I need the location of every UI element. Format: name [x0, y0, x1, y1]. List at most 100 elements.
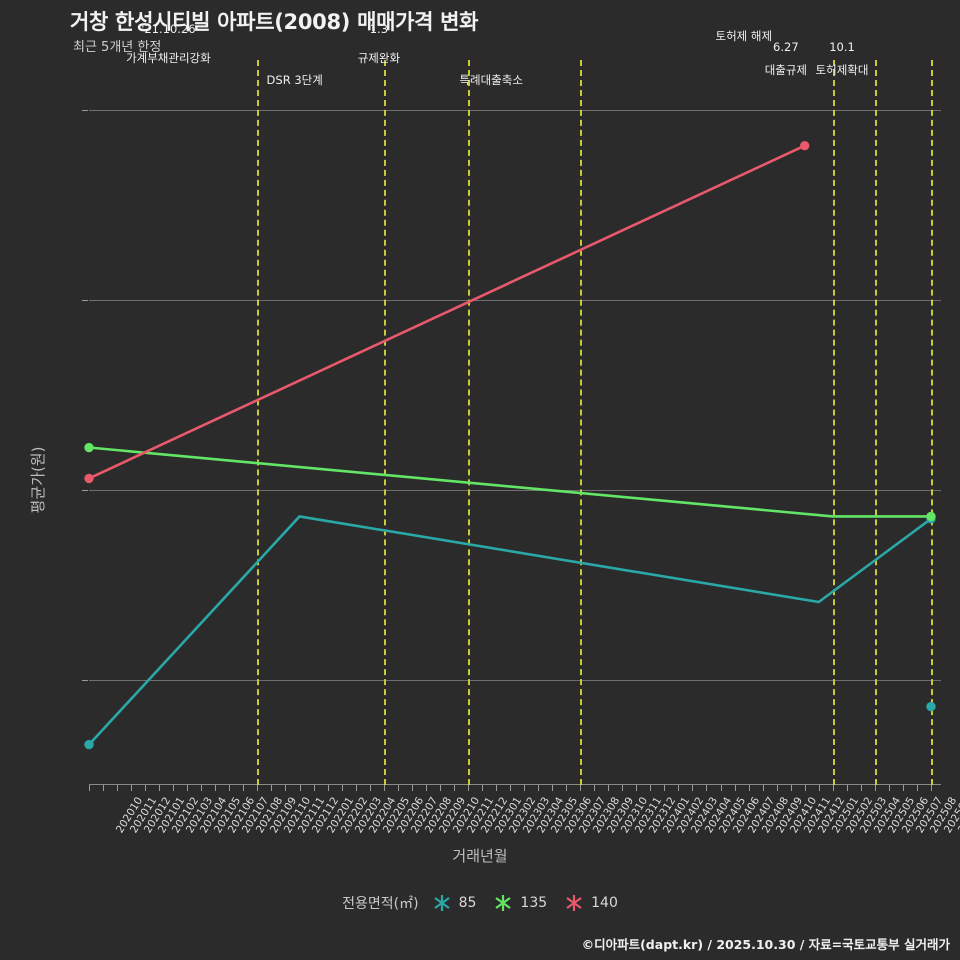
y-gridline — [89, 490, 941, 492]
page-title: 거창 한성시티빌 아파트(2008) 매매가격 변화 — [70, 10, 479, 34]
legend-marker-icon — [566, 895, 582, 911]
y-tick-mark — [82, 680, 88, 682]
x-tick-mark — [117, 785, 119, 791]
data-point-135[interactable] — [926, 511, 936, 522]
event-date-label: 6.27 — [773, 40, 799, 54]
event-name-label: 토허제확대 — [815, 63, 869, 77]
y-tick-mark — [82, 300, 88, 302]
event-marker-line — [580, 60, 583, 785]
x-tick-mark — [383, 785, 385, 791]
page-subtitle: 최근 5개년 한정 — [73, 40, 162, 55]
x-tick-mark — [341, 785, 343, 791]
x-tick-mark — [397, 785, 399, 791]
x-tick-mark — [467, 785, 469, 791]
x-tick-mark — [173, 785, 175, 791]
x-tick-mark — [145, 785, 147, 791]
event-marker-line — [467, 60, 470, 785]
x-tick-mark — [622, 785, 624, 791]
x-axis-label: 거래년월 — [452, 847, 508, 865]
x-tick-mark — [103, 785, 105, 791]
x-tick-mark — [762, 785, 764, 791]
event-marker-line — [931, 60, 933, 785]
x-tick-mark — [299, 785, 301, 791]
legend-title: 전용면적(㎡) — [342, 896, 419, 912]
x-tick-mark — [187, 785, 189, 791]
data-point-85[interactable] — [84, 739, 94, 750]
x-tick-mark — [860, 785, 862, 791]
x-tick-mark — [159, 785, 161, 791]
footer-credit: ©디아파트(dapt.kr) / 2025.10.30 / 자료=국토교통부 실… — [581, 937, 950, 952]
legend-label: 140 — [591, 895, 618, 911]
x-tick-mark — [552, 785, 554, 791]
x-tick-mark — [874, 785, 876, 791]
y-gridline — [89, 300, 941, 302]
data-point-85[interactable] — [926, 701, 936, 712]
legend-marker-icon — [495, 895, 512, 911]
x-tick-mark — [650, 785, 652, 791]
event-date-label: 1.3 — [369, 22, 389, 36]
x-tick-mark — [706, 785, 708, 791]
x-tick-mark — [425, 785, 427, 791]
event-marker-line — [832, 60, 835, 785]
x-tick-mark — [931, 785, 932, 791]
event-marker-line — [874, 60, 877, 785]
data-point-135[interactable] — [84, 442, 94, 453]
x-tick-mark — [580, 785, 582, 791]
x-tick-mark — [453, 785, 455, 791]
y-gridline — [89, 680, 941, 682]
event-name-label: 특례대출축소 — [459, 73, 523, 87]
x-tick-mark — [271, 785, 273, 791]
x-tick-mark — [902, 785, 904, 791]
x-tick-mark — [313, 785, 315, 791]
x-tick-mark — [818, 785, 820, 791]
x-tick-mark — [594, 785, 596, 791]
x-tick-mark — [201, 785, 203, 791]
legend-item-85[interactable]: 85 — [432, 893, 477, 913]
x-tick-mark — [411, 785, 413, 791]
event-name-label: DSR 3단계 — [266, 73, 323, 87]
x-tick-mark — [846, 785, 848, 791]
x-tick-mark — [89, 785, 90, 791]
x-tick-mark — [243, 785, 245, 791]
x-tick-mark — [510, 785, 511, 791]
x-tick-mark — [285, 785, 287, 791]
y-gridline — [89, 110, 941, 112]
legend-marker-icon — [433, 895, 450, 911]
y-axis-label: 평균가(원) — [28, 446, 47, 514]
x-tick-mark — [888, 785, 890, 791]
series-line-140 — [87, 144, 807, 480]
data-point-140[interactable] — [84, 473, 94, 484]
event-marker-line — [383, 60, 386, 785]
data-point-140[interactable] — [800, 140, 810, 151]
event-name-label: 규제완화 — [357, 51, 401, 65]
x-tick-mark — [636, 785, 638, 791]
y-tick-mark — [82, 110, 88, 112]
x-tick-mark — [131, 785, 133, 791]
x-tick-mark — [215, 785, 217, 791]
x-tick-mark — [538, 785, 540, 791]
event-marker-line — [257, 60, 260, 785]
x-tick-mark — [524, 785, 526, 791]
x-tick-mark — [678, 785, 680, 791]
event-date-label: 10.1 — [829, 40, 855, 54]
legend-item-135[interactable]: 135 — [493, 893, 547, 913]
x-tick-mark — [229, 785, 231, 791]
legend-item-140[interactable]: 140 — [564, 893, 618, 913]
series-line-85 — [87, 515, 933, 746]
x-tick-mark — [495, 785, 497, 791]
legend-label: 135 — [520, 895, 548, 911]
legend-label: 85 — [458, 895, 477, 911]
x-tick-mark — [439, 785, 441, 791]
y-tick-mark — [82, 490, 88, 492]
plot-area: 202010 202011 202012 202101 202102 202103 2021… — [82, 60, 960, 835]
x-axis-line — [89, 784, 941, 785]
x-tick-mark — [748, 785, 750, 791]
x-tick-mark — [608, 785, 610, 791]
x-tick-mark — [804, 785, 806, 791]
event-date-label: '21.10.26 — [141, 22, 196, 36]
x-tick-mark — [776, 785, 778, 791]
x-tick-mark — [566, 785, 568, 791]
x-tick-mark — [734, 785, 736, 791]
x-tick-mark — [257, 785, 259, 791]
